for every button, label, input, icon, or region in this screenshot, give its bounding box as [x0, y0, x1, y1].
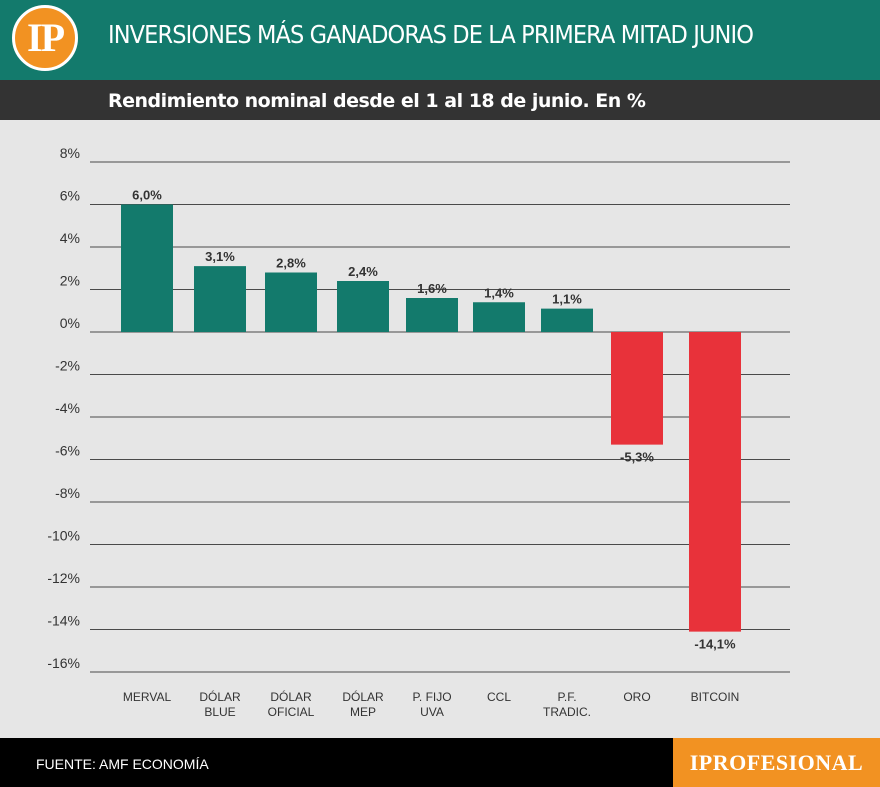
x-tick-label: ORO [623, 690, 650, 704]
data-label: 2,8% [276, 256, 306, 271]
chart-title: INVERSIONES MÁS GANADORAS DE LA PRIMERA … [108, 20, 754, 49]
y-tick-label: 0% [60, 315, 80, 331]
y-tick-label: -12% [47, 570, 80, 586]
subtitle-bar [0, 80, 880, 120]
y-tick-label: 4% [60, 230, 80, 246]
bar-chart: 8% 6% 4% 2% 0% -2% -4% -6% -8% -10% -12% -14% -16% 6,… [47, 145, 790, 719]
x-tick-label: P. FIJO [412, 690, 451, 704]
x-tick-label: DÓLAR [270, 689, 312, 704]
data-label: 3,1% [205, 249, 235, 264]
bar [194, 266, 246, 332]
iprofesional-logo: IP [12, 5, 78, 71]
bar [121, 204, 173, 332]
bar [473, 302, 525, 332]
bar [611, 332, 663, 445]
bar [689, 332, 741, 632]
data-label: 1,4% [484, 285, 514, 300]
x-tick-label: UVA [420, 705, 444, 719]
x-tick-label: DÓLAR [342, 689, 384, 704]
y-tick-label: 6% [60, 188, 80, 204]
data-label: 2,4% [348, 264, 378, 279]
y-tick-label: -8% [55, 485, 80, 501]
y-tick-label: -16% [47, 655, 80, 671]
chart-subtitle: Rendimiento nominal desde el 1 al 18 de … [108, 90, 646, 112]
bar [541, 308, 593, 332]
y-tick-label: -6% [55, 443, 80, 459]
bar [406, 298, 458, 332]
data-label: 1,1% [552, 292, 582, 307]
x-tick-label: OFICIAL [268, 705, 315, 719]
x-tick-label: MERVAL [123, 690, 172, 704]
brand-logo: IPROFESIONAL [673, 738, 880, 787]
data-label: -14,1% [694, 637, 736, 652]
y-tick-label: -14% [47, 613, 80, 629]
bar [265, 272, 317, 332]
x-tick-label: MEP [350, 705, 376, 719]
y-tick-label: -4% [55, 400, 80, 416]
y-tick-label: -10% [47, 528, 80, 544]
x-tick-label: CCL [487, 690, 511, 704]
data-label: 6,0% [132, 188, 162, 203]
y-tick-label: 2% [60, 273, 80, 289]
x-tick-label: P.F. [557, 690, 576, 704]
x-tick-label: BLUE [204, 705, 235, 719]
x-tick-label: DÓLAR [199, 689, 241, 704]
header-bar [0, 0, 880, 80]
bar [337, 281, 389, 332]
source-note: FUENTE: AMF ECONOMÍA [36, 756, 209, 772]
x-tick-label: BITCOIN [691, 690, 740, 704]
y-tick-label: -2% [55, 358, 80, 374]
y-tick-label: 8% [60, 145, 80, 161]
data-label: 1,6% [417, 281, 447, 296]
data-label: -5,3% [620, 450, 654, 465]
x-tick-label: TRADIC. [543, 705, 591, 719]
